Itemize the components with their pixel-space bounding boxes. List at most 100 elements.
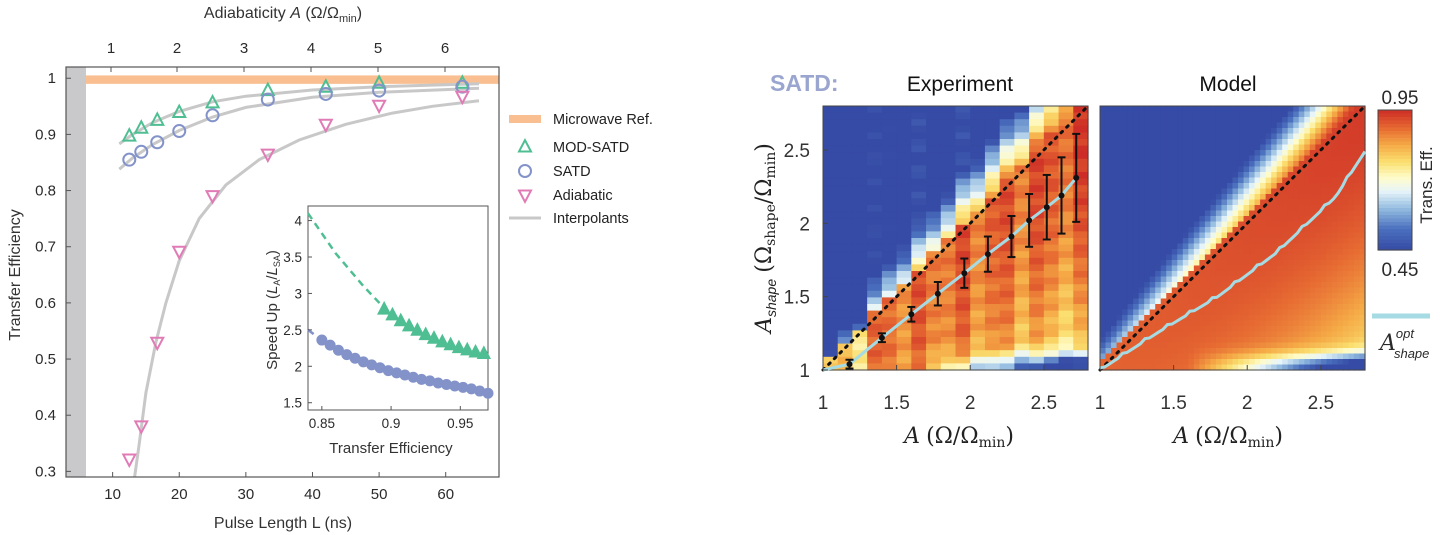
model-cell [1138, 144, 1145, 151]
model-cell [1337, 249, 1344, 256]
model-cell [1144, 172, 1151, 179]
model-cell [1249, 309, 1256, 316]
model-cell [1138, 353, 1145, 360]
model-cell [1182, 304, 1189, 311]
model-cell [1149, 265, 1156, 272]
model-cell [1342, 265, 1350, 272]
model-cell [1100, 353, 1107, 360]
experiment-cell [867, 139, 883, 147]
model-cell [1138, 331, 1145, 338]
model-cell [1166, 271, 1173, 278]
model-cell [1359, 177, 1366, 184]
model-cell [1342, 183, 1350, 190]
model-cell [1111, 265, 1118, 272]
model-cell [1133, 271, 1140, 278]
model-cell [1171, 199, 1178, 206]
experiment-cell [970, 172, 986, 180]
model-cell [1293, 364, 1300, 371]
model-cell [1315, 106, 1322, 113]
model-cell [1331, 144, 1338, 151]
experiment-cell [1043, 264, 1060, 272]
model-cell [1293, 260, 1300, 267]
experiment-cell [911, 218, 927, 226]
colorbar-segment [1378, 190, 1412, 195]
model-cell [1326, 293, 1333, 300]
model-cell [1293, 298, 1300, 305]
experiment-cell [1058, 363, 1074, 371]
model-cell [1271, 155, 1278, 162]
experiment-x-tick-label: 2 [965, 393, 976, 414]
model-cell [1226, 265, 1234, 272]
model-cell [1193, 172, 1200, 179]
model-cell [1188, 249, 1195, 256]
model-cell [1166, 155, 1173, 162]
model-cell [1359, 260, 1366, 267]
model-cell [1282, 122, 1289, 129]
model-cell [1232, 161, 1239, 168]
model-cell [1243, 348, 1250, 355]
model-cell [1337, 166, 1344, 173]
model-cell [1232, 122, 1239, 129]
model-cell [1215, 133, 1223, 140]
model-cell [1293, 205, 1300, 212]
model-cell [1138, 210, 1145, 217]
experiment-cell [940, 337, 957, 345]
model-cell [1249, 331, 1256, 338]
legend-label-mod_satd: MOD-SATD [553, 140, 629, 156]
model-cell [1282, 320, 1289, 327]
model-cell [1177, 172, 1184, 179]
experiment-cell [984, 218, 1001, 226]
model-cell [1177, 155, 1184, 162]
model-cell [1331, 227, 1338, 234]
model-cell [1127, 304, 1134, 311]
model-cell [1232, 348, 1239, 355]
experiment-x-axis-title: A (Ω/Ωmin) [902, 423, 1014, 451]
model-cell [1265, 309, 1272, 316]
model-cell [1116, 364, 1123, 371]
model-cell [1249, 276, 1256, 283]
model-cell [1105, 359, 1112, 366]
model-cell [1226, 271, 1234, 278]
model-cell [1171, 315, 1178, 322]
model-cell [1177, 276, 1184, 283]
experiment-cell [837, 139, 854, 147]
model-cell [1215, 238, 1223, 245]
inset-y-tick-label: 2.5 [283, 323, 302, 338]
model-cell [1342, 150, 1350, 157]
colorbar-segment [1378, 180, 1412, 185]
experiment-cell [970, 152, 986, 160]
model-cell [1232, 155, 1239, 162]
experiment-cell [940, 350, 957, 358]
model-cell [1282, 177, 1289, 184]
model-cell [1320, 106, 1327, 113]
model-cell [1304, 210, 1311, 217]
model-cell [1304, 309, 1311, 316]
model-cell [1144, 304, 1151, 311]
model-cell [1337, 216, 1344, 223]
experiment-cell [1058, 172, 1074, 180]
model-cell [1276, 337, 1283, 344]
model-cell [1182, 309, 1189, 316]
model-cell [1304, 122, 1311, 129]
model-cell [1238, 304, 1245, 311]
model-cell [1199, 364, 1206, 371]
model-cell [1105, 271, 1112, 278]
experiment-cell [881, 310, 898, 318]
model-cell [1276, 106, 1283, 113]
model-cell [1138, 232, 1145, 239]
model-cell [1348, 194, 1355, 201]
model-cell [1287, 293, 1294, 300]
model-cell [1304, 265, 1311, 272]
model-cell [1342, 243, 1350, 250]
model-cell [1265, 337, 1272, 344]
y-tick-label: 0.3 [35, 463, 56, 480]
experiment-cell [1073, 257, 1089, 265]
model-cell [1127, 276, 1134, 283]
experiment-frame [822, 105, 1089, 371]
model-cell [1105, 276, 1112, 283]
experiment-cell [1073, 119, 1089, 127]
model-cell [1271, 243, 1278, 250]
experiment-cell [896, 304, 912, 312]
model-cell [1260, 243, 1267, 250]
experiment-cell [999, 158, 1015, 166]
